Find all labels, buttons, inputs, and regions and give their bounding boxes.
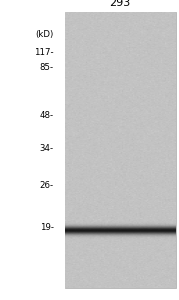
Text: 85-: 85- [40,63,54,72]
Text: 19-: 19- [40,224,54,232]
Text: 48-: 48- [40,111,54,120]
Text: 293: 293 [109,0,130,8]
Bar [65,12,176,288]
Text: 117-: 117- [34,48,54,57]
Text: (kD): (kD) [35,30,54,39]
Text: 26-: 26- [40,182,54,190]
Text: 34-: 34- [40,144,54,153]
